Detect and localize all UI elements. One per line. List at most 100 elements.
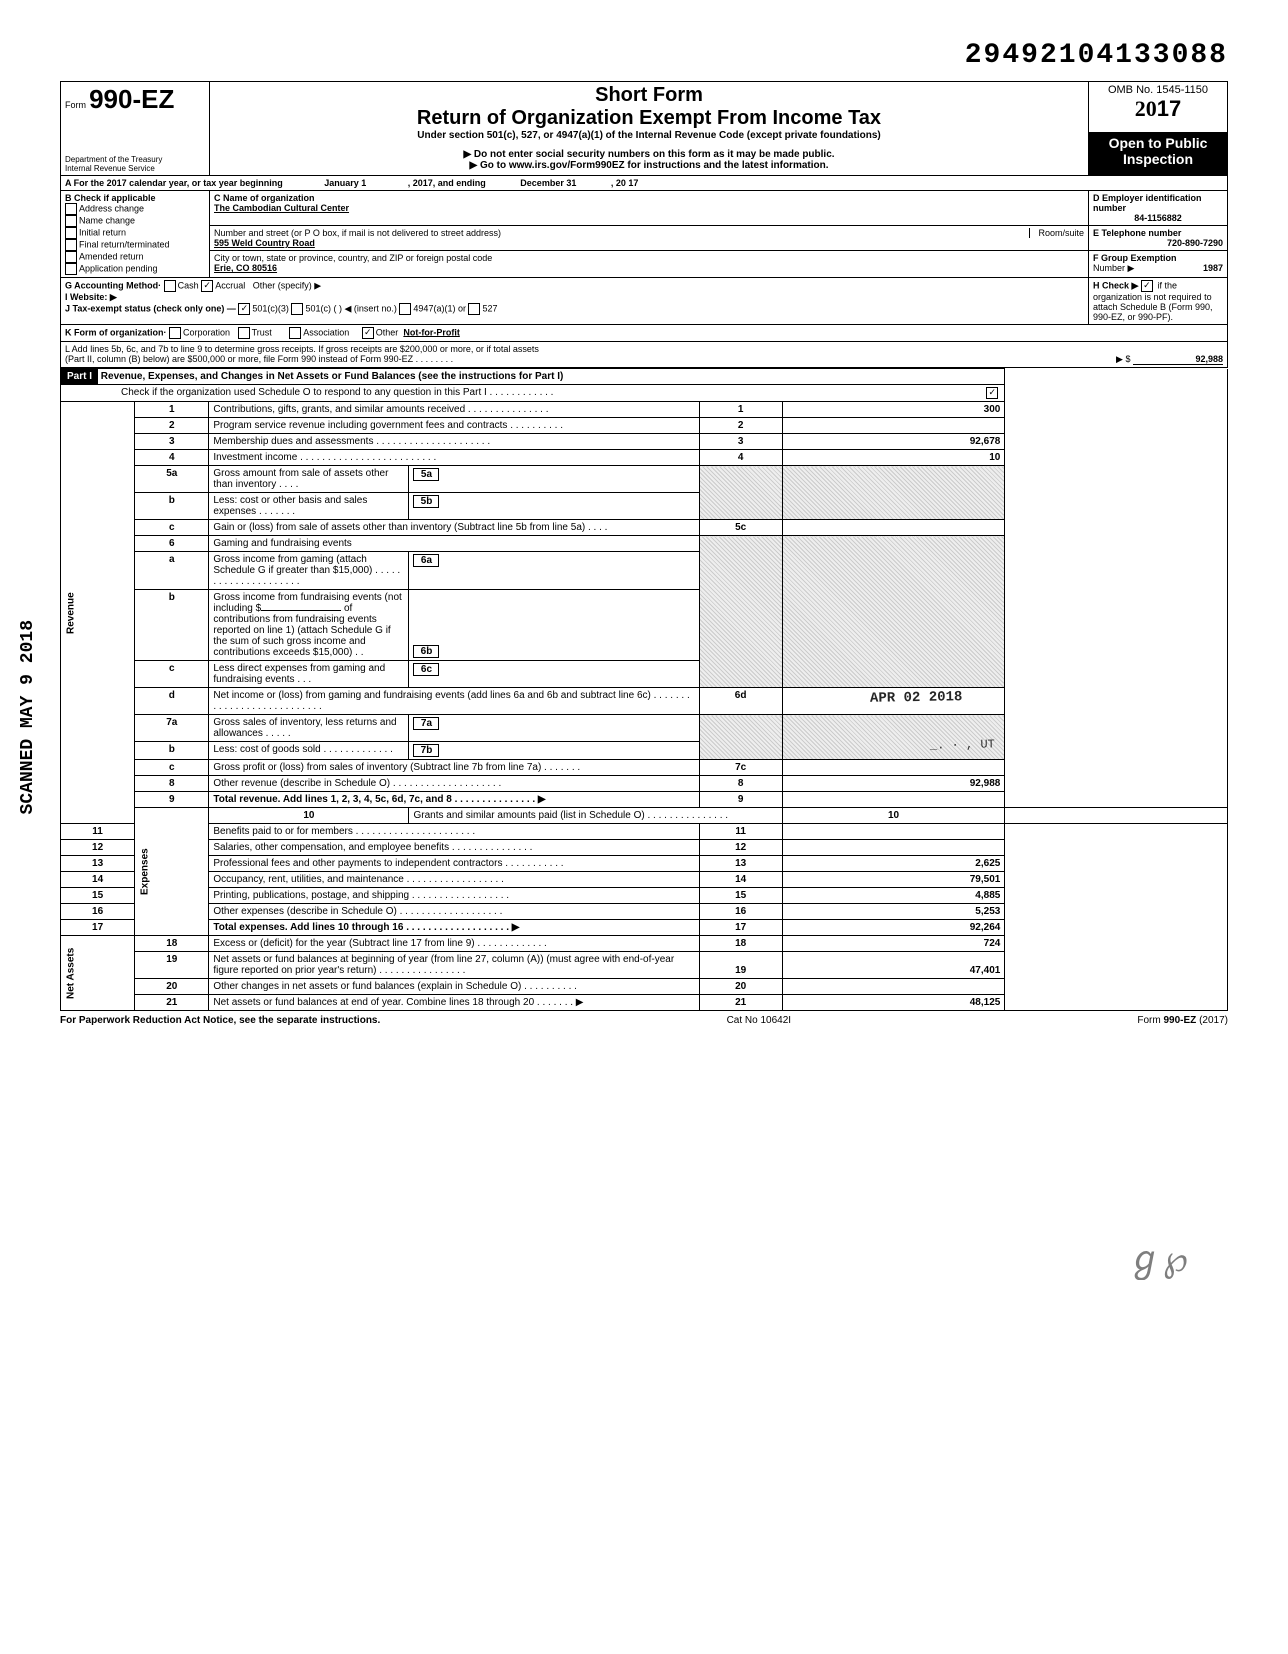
- checkbox-amended-return[interactable]: [65, 251, 77, 263]
- line-16-desc: Other expenses (describe in Schedule O) …: [209, 904, 699, 920]
- part1-check-line: Check if the organization used Schedule …: [121, 387, 553, 398]
- line-20-value[interactable]: [782, 979, 1005, 995]
- checkbox-application-pending[interactable]: [65, 263, 77, 275]
- section-i-label: I Website: ▶: [65, 292, 117, 302]
- line-14-desc: Occupancy, rent, utilities, and maintena…: [209, 872, 699, 888]
- line-2-value[interactable]: [782, 418, 1005, 434]
- organization-name[interactable]: The Cambodian Cultural Center: [214, 203, 349, 213]
- line-12-value[interactable]: [782, 840, 1005, 856]
- line-18-value[interactable]: 724: [782, 936, 1005, 952]
- checkbox-trust[interactable]: [238, 327, 250, 339]
- line-1-value[interactable]: 300: [782, 402, 1005, 418]
- dept-treasury: Department of the Treasury: [65, 155, 205, 164]
- line-17-value[interactable]: 92,264: [782, 920, 1005, 936]
- dept-irs: Internal Revenue Service: [65, 164, 205, 173]
- line-18-desc: Excess or (deficit) for the year (Subtra…: [209, 936, 699, 952]
- checkbox-cash[interactable]: [164, 280, 176, 292]
- line-10-value[interactable]: [1005, 808, 1228, 824]
- checkbox-501c[interactable]: [291, 303, 303, 315]
- line-11-desc: Benefits paid to or for members . . . . …: [209, 824, 699, 840]
- website-notice: ▶ Go to www.irs.gov/Form990EZ for instru…: [214, 160, 1084, 171]
- checkbox-501c3[interactable]: ✓: [238, 303, 250, 315]
- scanned-stamp: SCANNED MAY 9 2018: [18, 620, 38, 814]
- line-15-value[interactable]: 4,885: [782, 888, 1005, 904]
- tax-year-end[interactable]: December 31: [488, 178, 608, 188]
- line-20-desc: Other changes in net assets or fund bala…: [209, 979, 699, 995]
- tax-year: 20201717: [1093, 96, 1223, 122]
- short-form-title: Short Form: [214, 84, 1084, 107]
- line-6d-desc: Net income or (loss) from gaming and fun…: [209, 688, 699, 715]
- ssn-notice: ▶ Do not enter social security numbers o…: [214, 149, 1084, 160]
- line-3-value[interactable]: 92,678: [782, 434, 1005, 450]
- section-h-label: H Check ▶: [1093, 280, 1138, 290]
- line-5a-desc: Gross amount from sale of assets other t…: [209, 466, 409, 493]
- revenue-side-label: Revenue: [61, 402, 135, 824]
- line-6b-desc: Gross income from fundraising events (no…: [209, 590, 409, 661]
- group-exemption-value[interactable]: 1987: [1203, 263, 1223, 273]
- checkbox-other-org[interactable]: ✓: [362, 327, 374, 339]
- checkbox-association[interactable]: [289, 327, 301, 339]
- part1-title: Revenue, Expenses, and Changes in Net As…: [101, 371, 564, 382]
- section-e-label: E Telephone number: [1093, 228, 1181, 238]
- line-12-desc: Salaries, other compensation, and employ…: [209, 840, 699, 856]
- line-21-desc: Net assets or fund balances at end of ye…: [209, 995, 699, 1011]
- form-number: Form 990-EZ: [65, 84, 205, 115]
- document-id-number: 29492104133088: [60, 40, 1228, 71]
- line-21-value[interactable]: 48,125: [782, 995, 1005, 1011]
- line-9-desc: Total revenue. Add lines 1, 2, 3, 4, 5c,…: [213, 794, 545, 805]
- form-header: Form 990-EZ Department of the Treasury I…: [60, 81, 1228, 368]
- line-15-desc: Printing, publications, postage, and shi…: [209, 888, 699, 904]
- tax-year-begin[interactable]: January 1: [285, 178, 405, 188]
- checkbox-initial-return[interactable]: [65, 227, 77, 239]
- line-10-desc: Grants and similar amounts paid (list in…: [409, 808, 782, 824]
- checkbox-527[interactable]: [468, 303, 480, 315]
- checkbox-address-change[interactable]: [65, 203, 77, 215]
- line-19-value[interactable]: 47,401: [782, 952, 1005, 979]
- line-2-desc: Program service revenue including govern…: [209, 418, 699, 434]
- line-17-desc: Total expenses. Add lines 10 through 16 …: [213, 922, 519, 933]
- line-8-desc: Other revenue (describe in Schedule O) .…: [209, 776, 699, 792]
- section-d-label: D Employer identification number: [1093, 193, 1202, 213]
- form-version: Form 990-EZ (2017): [1137, 1015, 1228, 1026]
- checkbox-schedule-o-part1[interactable]: ✓: [986, 387, 998, 399]
- line-7c-value[interactable]: [782, 760, 1005, 776]
- line-9-value[interactable]: [782, 792, 1005, 808]
- city-value[interactable]: Erie, CO 80516: [214, 263, 277, 273]
- line-8-value[interactable]: 92,988: [782, 776, 1005, 792]
- line-5c-desc: Gain or (loss) from sale of assets other…: [209, 520, 699, 536]
- line-13-value[interactable]: 2,625: [782, 856, 1005, 872]
- checkbox-name-change[interactable]: [65, 215, 77, 227]
- checkbox-accrual[interactable]: ✓: [201, 280, 213, 292]
- omb-number: OMB No. 1545-1150: [1093, 84, 1223, 96]
- room-suite-label: Room/suite: [1029, 228, 1084, 238]
- part1-header: Part I: [61, 369, 98, 384]
- section-b-label: B Check if applicable: [65, 193, 156, 203]
- date-stamp-location: _. · , UT: [930, 737, 995, 752]
- line-7a-desc: Gross sales of inventory, less returns a…: [209, 715, 409, 742]
- section-l-line1: L Add lines 5b, 6c, and 7b to line 9 to …: [65, 344, 539, 354]
- line-5b-desc: Less: cost or other basis and sales expe…: [209, 493, 409, 520]
- section-g-label: G Accounting Method·: [65, 280, 161, 290]
- checkbox-schedule-b[interactable]: ✓: [1141, 280, 1153, 292]
- telephone-value[interactable]: 720-890-7290: [1093, 238, 1223, 248]
- line-4-value[interactable]: 10: [782, 450, 1005, 466]
- return-title: Return of Organization Exempt From Incom…: [214, 107, 1084, 130]
- section-k-label: K Form of organization·: [65, 327, 167, 337]
- line-6-desc: Gaming and fundraising events: [209, 536, 699, 552]
- under-section: Under section 501(c), 527, or 4947(a)(1)…: [214, 130, 1084, 141]
- open-to-public: Open to Public Inspection: [1089, 132, 1228, 175]
- line-11-value[interactable]: [782, 824, 1005, 840]
- checkbox-final-return[interactable]: [65, 239, 77, 251]
- street-address[interactable]: 595 Weld Country Road: [214, 238, 315, 248]
- street-label: Number and street (or P O box, if mail i…: [214, 228, 501, 238]
- line-6a-desc: Gross income from gaming (attach Schedul…: [209, 552, 409, 590]
- line-16-value[interactable]: 5,253: [782, 904, 1005, 920]
- other-org-value[interactable]: Not-for-Profit: [403, 327, 459, 337]
- ein-value[interactable]: 84-1156882: [1093, 213, 1223, 223]
- checkbox-corporation[interactable]: [169, 327, 181, 339]
- line-14-value[interactable]: 79,501: [782, 872, 1005, 888]
- gross-receipts-value[interactable]: 92,988: [1133, 354, 1223, 365]
- expenses-side-label: Expenses: [135, 808, 209, 936]
- checkbox-4947[interactable]: [399, 303, 411, 315]
- line-5c-value[interactable]: [782, 520, 1005, 536]
